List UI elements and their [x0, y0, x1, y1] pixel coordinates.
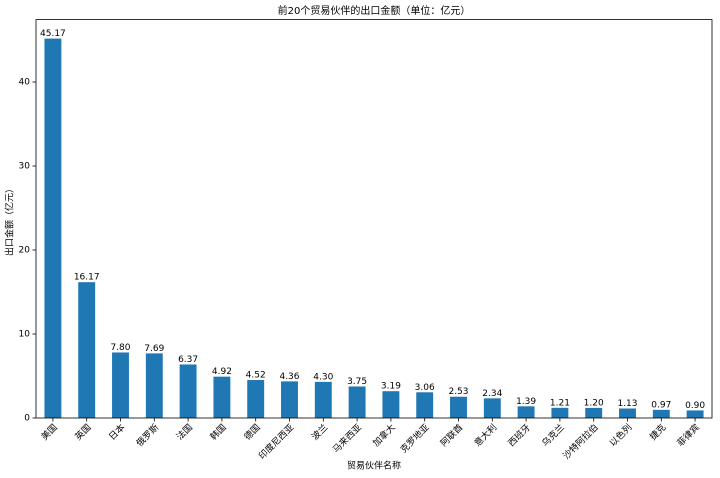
bar: [348, 386, 366, 418]
value-label: 4.36: [279, 372, 299, 382]
value-label: 4.92: [212, 367, 232, 377]
value-label: 0.90: [685, 401, 705, 411]
value-label: 6.37: [178, 355, 198, 365]
value-label: 2.53: [448, 387, 468, 397]
x-tick-label: 捷克: [647, 421, 668, 442]
x-tick-label: 波兰: [309, 421, 330, 442]
value-label: 3.06: [415, 383, 435, 393]
x-tick-label: 克罗地亚: [398, 421, 432, 455]
x-tick-label: 日本: [106, 421, 127, 442]
y-tick-label: 40: [19, 78, 31, 88]
x-tick-label: 沙特阿拉伯: [560, 421, 600, 461]
bar: [179, 364, 197, 418]
x-tick-label: 加拿大: [370, 421, 398, 449]
bar: [551, 407, 569, 418]
x-tick-label: 法国: [174, 421, 195, 442]
bar: [213, 376, 231, 418]
x-tick-label: 意大利: [472, 421, 500, 449]
bar: [517, 406, 535, 418]
value-label: 4.52: [246, 371, 266, 381]
bar: [145, 353, 163, 418]
value-label: 0.97: [651, 400, 671, 410]
value-label: 1.20: [584, 398, 604, 408]
bar: [281, 381, 298, 418]
bar: [585, 407, 603, 418]
y-tick-label: 30: [19, 162, 31, 172]
x-tick-label: 德国: [241, 421, 262, 442]
bar: [314, 381, 332, 418]
x-tick-label: 俄罗斯: [134, 421, 162, 449]
value-label: 45.17: [40, 29, 66, 39]
value-label: 4.30: [313, 372, 333, 382]
x-tick-label: 印度尼西亚: [256, 421, 296, 461]
bar: [247, 380, 265, 418]
plot-frame: [35, 19, 713, 419]
bar: [450, 396, 467, 418]
x-tick-label: 菲律宾: [674, 421, 702, 449]
value-label: 16.17: [74, 273, 100, 283]
bar: [112, 352, 129, 418]
bar: [652, 409, 670, 418]
bar: [382, 391, 400, 418]
y-tick-label: 20: [19, 246, 31, 256]
x-tick-label: 英国: [72, 421, 93, 442]
bar: [619, 408, 636, 418]
value-label: 7.80: [110, 343, 130, 353]
y-tick-label: 10: [19, 330, 31, 340]
y-axis-label: 出口金额（亿元）: [4, 184, 16, 256]
x-tick-label: 西班牙: [505, 421, 533, 449]
value-label: 1.13: [617, 399, 637, 409]
bar: [686, 410, 704, 418]
value-label: 2.34: [482, 389, 502, 399]
x-tick-label: 乌克兰: [539, 421, 567, 449]
x-tick-label: 马来西亚: [331, 422, 364, 455]
chart-title: 前20个贸易伙伴的出口金额（单位：亿元）: [278, 4, 471, 17]
bar: [78, 282, 96, 418]
value-label: 3.75: [347, 377, 367, 387]
bar: [416, 392, 434, 418]
y-tick-label: 0: [24, 414, 30, 424]
value-label: 3.19: [381, 382, 401, 392]
x-tick-label: 韩国: [208, 421, 229, 442]
x-axis-label: 贸易伙伴名称: [347, 460, 401, 472]
bar: [44, 38, 62, 418]
x-tick-label: 阿联酋: [438, 421, 466, 449]
value-label: 7.69: [144, 344, 164, 354]
bar: [483, 398, 501, 418]
x-tick-label: 以色列: [607, 421, 635, 449]
x-tick-label: 美国: [39, 421, 60, 442]
value-label: 1.39: [516, 397, 536, 407]
value-label: 1.21: [550, 398, 570, 408]
